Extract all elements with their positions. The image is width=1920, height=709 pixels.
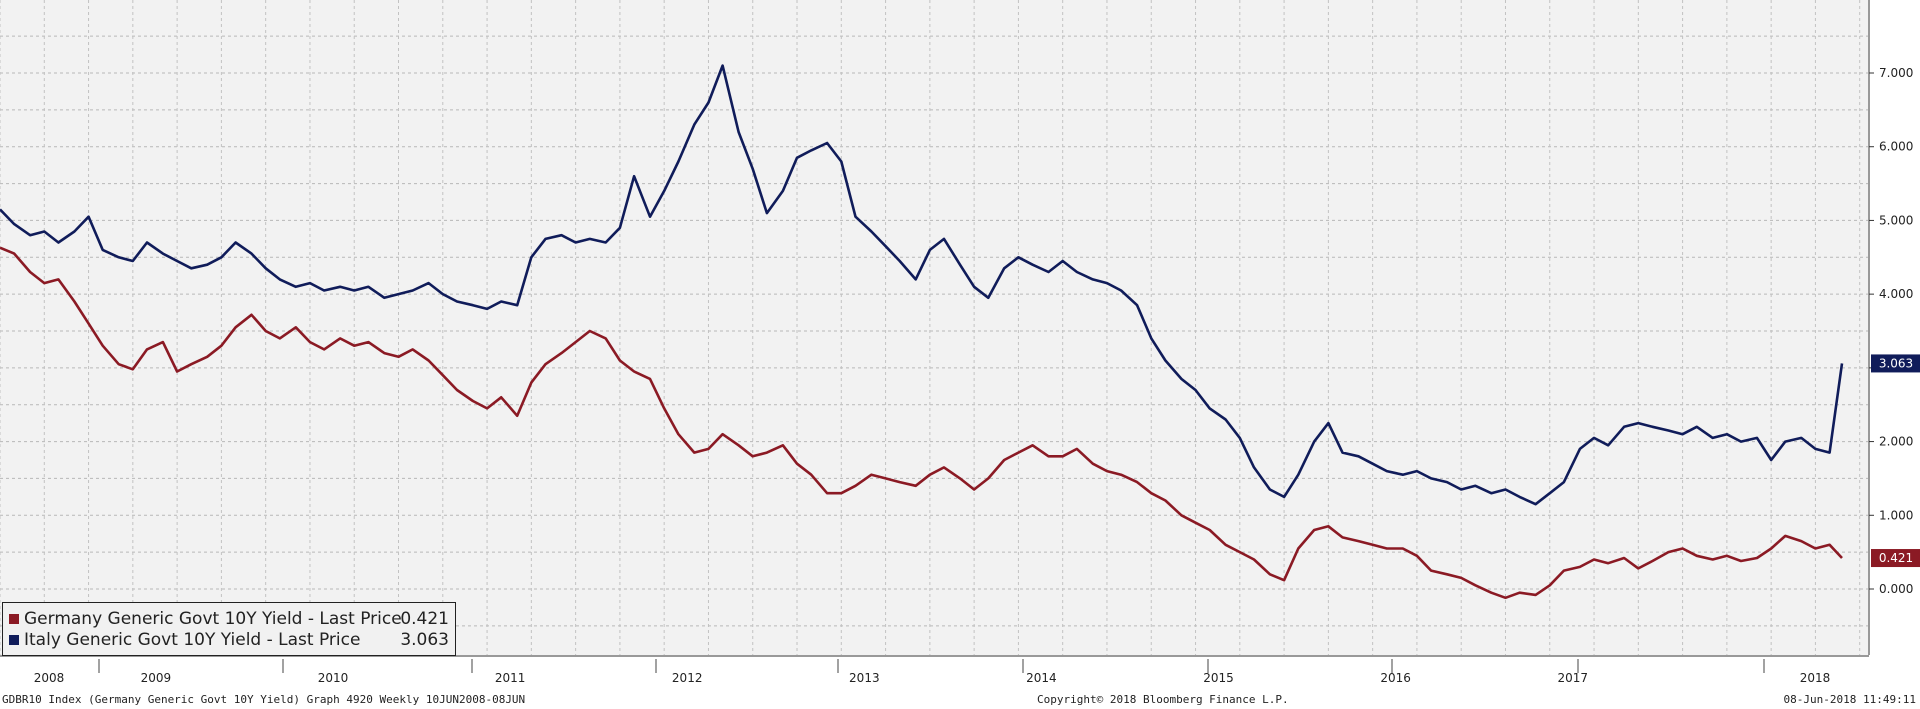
x-axis-band [0, 656, 1920, 694]
footer-timestamp: 08-Jun-2018 11:49:11 [1783, 693, 1916, 706]
y-tick-label: 5.000 [1879, 213, 1913, 227]
x-tick-label: 2018 [1800, 671, 1831, 685]
x-tick-label: 2016 [1380, 671, 1411, 685]
footer-copyright: Copyright© 2018 Bloomberg Finance L.P. [1037, 693, 1289, 706]
x-tick-label: 2008 [34, 671, 65, 685]
y-tick-label: 1.000 [1879, 508, 1913, 522]
last-value-label-italy: 3.063 [1879, 356, 1913, 370]
x-tick-label: 2013 [849, 671, 880, 685]
legend-value-italy: 3.063 [400, 630, 449, 650]
plot-area [0, 0, 1868, 655]
x-tick-label: 2011 [495, 671, 526, 685]
legend-label-italy: Italy Generic Govt 10Y Yield - Last Pric… [24, 630, 361, 650]
x-tick-label: 2012 [672, 671, 703, 685]
legend-item-italy: Italy Generic Govt 10Y Yield - Last Pric… [9, 629, 449, 651]
last-value-tag-germany [1871, 549, 1920, 568]
x-tick-label: 2015 [1203, 671, 1234, 685]
y-tick-label: 4.000 [1879, 287, 1913, 301]
footer-left-text: GDBR10 Index (Germany Generic Govt 10Y Y… [2, 693, 526, 706]
legend-label-germany: Germany Generic Govt 10Y Yield - Last Pr… [24, 609, 402, 629]
y-tick-label: 6.000 [1879, 140, 1913, 154]
y-tick-label: 2.000 [1879, 435, 1913, 449]
legend-swatch-italy [9, 635, 19, 645]
legend-swatch-germany [9, 614, 19, 624]
legend-item-germany: Germany Generic Govt 10Y Yield - Last Pr… [9, 608, 449, 630]
x-tick-label: 2014 [1026, 671, 1057, 685]
last-value-label-germany: 0.421 [1879, 551, 1913, 565]
x-tick-label: 2009 [141, 671, 172, 685]
x-tick-label: 2010 [318, 671, 349, 685]
y-tick-label: 0.000 [1879, 582, 1913, 596]
series-line-germany [0, 246, 1843, 600]
series-line-italy [0, 64, 1844, 506]
last-value-tag-italy [1871, 354, 1920, 373]
legend: Germany Generic Govt 10Y Yield - Last Pr… [2, 602, 456, 656]
legend-value-germany: 0.421 [400, 609, 449, 629]
x-tick-label: 2017 [1558, 671, 1589, 685]
y-tick-label: 7.000 [1879, 66, 1913, 80]
